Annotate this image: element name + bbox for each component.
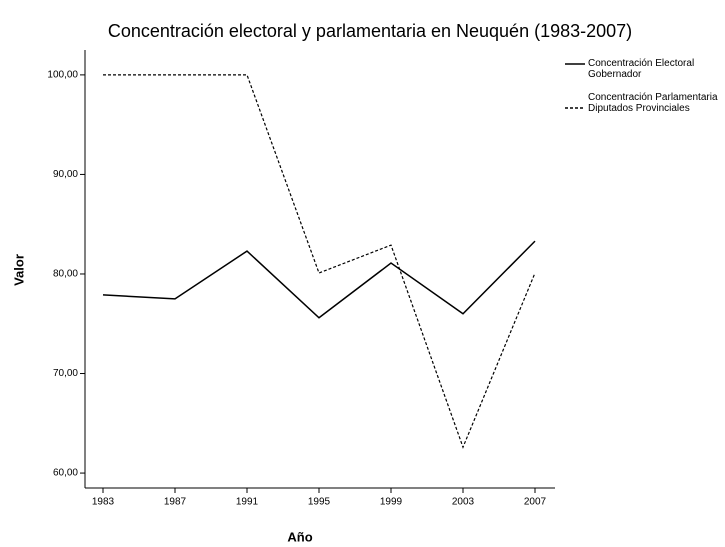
series-line: [103, 74, 536, 449]
y-axis-label: Valor: [11, 254, 26, 286]
legend-label: Concentración Electoral Gobernador: [588, 58, 695, 80]
x-tick-label: 1999: [380, 497, 403, 508]
x-tick-label: 2003: [452, 497, 475, 508]
y-tick-label: 70,00: [53, 368, 78, 379]
y-tick-label: 100,00: [47, 70, 78, 81]
series-line: [102, 240, 536, 319]
x-axis-label: Año: [287, 529, 312, 544]
legend-label: Concentración Parlamentaria Diputados Pr…: [588, 92, 718, 114]
x-tick-label: 1987: [164, 497, 187, 508]
y-tick-label: 60,00: [53, 468, 78, 479]
y-tick-label: 80,00: [53, 269, 78, 280]
x-tick-label: 1995: [308, 497, 331, 508]
x-tick-label: 1983: [92, 497, 115, 508]
x-tick-label: 1991: [236, 497, 259, 508]
x-tick-label: 2007: [524, 497, 547, 508]
y-tick-label: 90,00: [53, 169, 78, 180]
chart-title: Concentración electoral y parlamentaria …: [108, 21, 632, 41]
